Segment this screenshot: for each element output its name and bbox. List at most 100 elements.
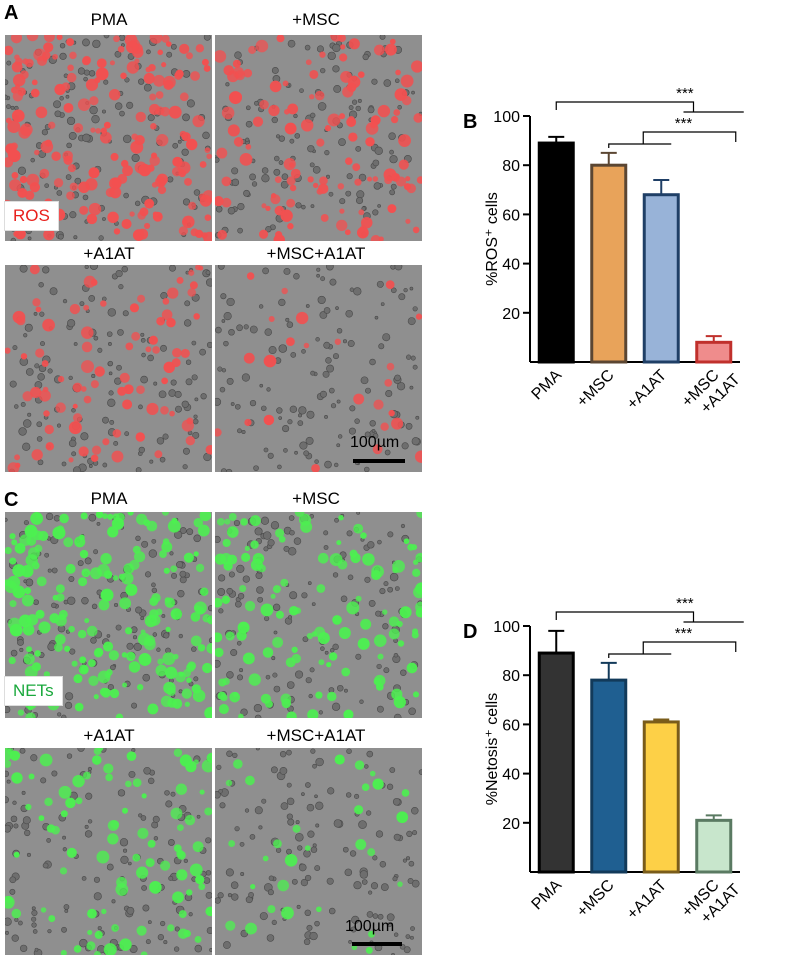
ros-cell	[203, 35, 211, 41]
nets-cell	[194, 944, 203, 953]
nets-cell	[51, 770, 58, 777]
ros-stained-cell	[31, 449, 43, 461]
ros-cell	[409, 385, 414, 390]
nets-cell	[405, 856, 411, 861]
ros-stained-cell	[405, 218, 411, 224]
nets-stained-cell	[78, 534, 85, 541]
nets-stained-cell	[403, 538, 410, 545]
ros-cell	[6, 60, 12, 66]
ros-stained-cell	[31, 79, 38, 86]
ros-cell	[192, 418, 199, 425]
nets-cell	[164, 790, 170, 796]
nets-cell	[205, 891, 212, 899]
ros-cell	[372, 433, 379, 439]
nets-cell	[232, 752, 238, 759]
ros-stained-cell	[22, 391, 33, 402]
nets-stained-cell	[415, 607, 422, 618]
ros-stained-cell	[365, 137, 375, 147]
nets-cell	[226, 750, 233, 757]
nets-stained-cell	[228, 840, 236, 847]
ros-cell	[44, 183, 49, 188]
panel-a-title-4: +MSC+A1AT	[266, 244, 366, 263]
nets-stained-cell	[93, 748, 102, 756]
ros-stained-cell	[103, 121, 111, 129]
ros-stained-cell	[30, 386, 42, 399]
panel-c-title-2: +MSC	[292, 489, 340, 508]
nets-stained-cell	[59, 513, 69, 524]
nets-cell	[128, 770, 136, 778]
ros-stained-cell	[378, 236, 384, 241]
ros-stained-cell	[287, 103, 299, 115]
ros-stained-cell	[415, 313, 422, 320]
ros-stained-cell	[125, 40, 139, 54]
ros-stained-cell	[358, 209, 365, 216]
nets-stained-cell	[9, 600, 17, 608]
nets-cell	[361, 879, 368, 885]
nets-cell	[107, 684, 114, 691]
nets-stained-cell	[397, 881, 403, 887]
nets-stained-cell	[55, 633, 66, 645]
ros-cell	[215, 205, 223, 213]
nets-cell	[249, 834, 256, 840]
nets-cell	[351, 915, 360, 924]
nets-cell	[411, 806, 419, 815]
ros-cell	[294, 450, 298, 455]
nets-cell	[144, 571, 152, 578]
nets-cell	[356, 512, 361, 515]
nets-stained-cell	[362, 553, 375, 566]
panel-a-title-1: PMA	[90, 10, 128, 29]
ros-stained-cell	[413, 113, 422, 123]
ros-stained-cell	[205, 444, 212, 455]
ros-cell	[61, 461, 67, 467]
nets-stained-cell	[170, 565, 178, 573]
nets-stained-cell	[215, 632, 223, 643]
y-tick-label: 60	[502, 717, 520, 734]
nets-stained-cell	[215, 647, 224, 658]
ros-stained-cell	[7, 120, 21, 134]
nets-cell	[19, 647, 24, 653]
ros-cell	[27, 412, 32, 417]
ros-stained-cell	[83, 395, 92, 404]
ros-stained-cell	[414, 450, 422, 463]
nets-stained-cell	[26, 646, 33, 653]
ros-stained-cell	[152, 211, 159, 217]
nets-stained-cell	[225, 631, 235, 641]
nets-cell	[366, 810, 372, 816]
nets-stained-cell	[248, 673, 261, 686]
scale-label-c: 100µm	[345, 918, 395, 935]
ros-cell	[162, 433, 169, 440]
nets-cell	[253, 703, 263, 713]
ros-stained-cell	[319, 176, 328, 186]
ros-stained-cell	[34, 149, 40, 156]
nets-stained-cell	[382, 609, 388, 615]
nets-cell	[383, 581, 389, 587]
nets-stained-cell	[23, 653, 35, 665]
nets-cell	[314, 865, 321, 872]
nets-stained-cell	[119, 938, 132, 951]
ros-stained-cell	[204, 214, 212, 221]
ros-cell	[319, 311, 328, 319]
ros-cell	[326, 364, 335, 373]
nets-stained-cell	[78, 577, 88, 587]
nets-stained-cell	[197, 644, 206, 652]
ros-cell	[348, 105, 354, 111]
nets-stained-cell	[119, 597, 132, 610]
ros-stained-cell	[52, 53, 58, 60]
nets-cell	[106, 863, 114, 871]
nets-cell	[218, 789, 223, 794]
nets-cell	[286, 813, 293, 820]
ros-cell	[280, 180, 289, 189]
nets-cell	[234, 826, 240, 832]
ros-stained-cell	[72, 382, 83, 393]
ros-cell	[286, 321, 294, 328]
nets-cell	[61, 714, 67, 718]
nets-cell	[206, 927, 212, 934]
nets-stained-cell	[25, 803, 32, 811]
nets-stained-cell	[90, 567, 102, 580]
ros-cell	[88, 70, 96, 77]
ros-cell	[34, 363, 40, 369]
ros-stained-cell	[221, 197, 232, 208]
ros-stained-cell	[160, 406, 169, 415]
nets-cell	[394, 586, 400, 591]
nets-cell	[163, 632, 170, 639]
